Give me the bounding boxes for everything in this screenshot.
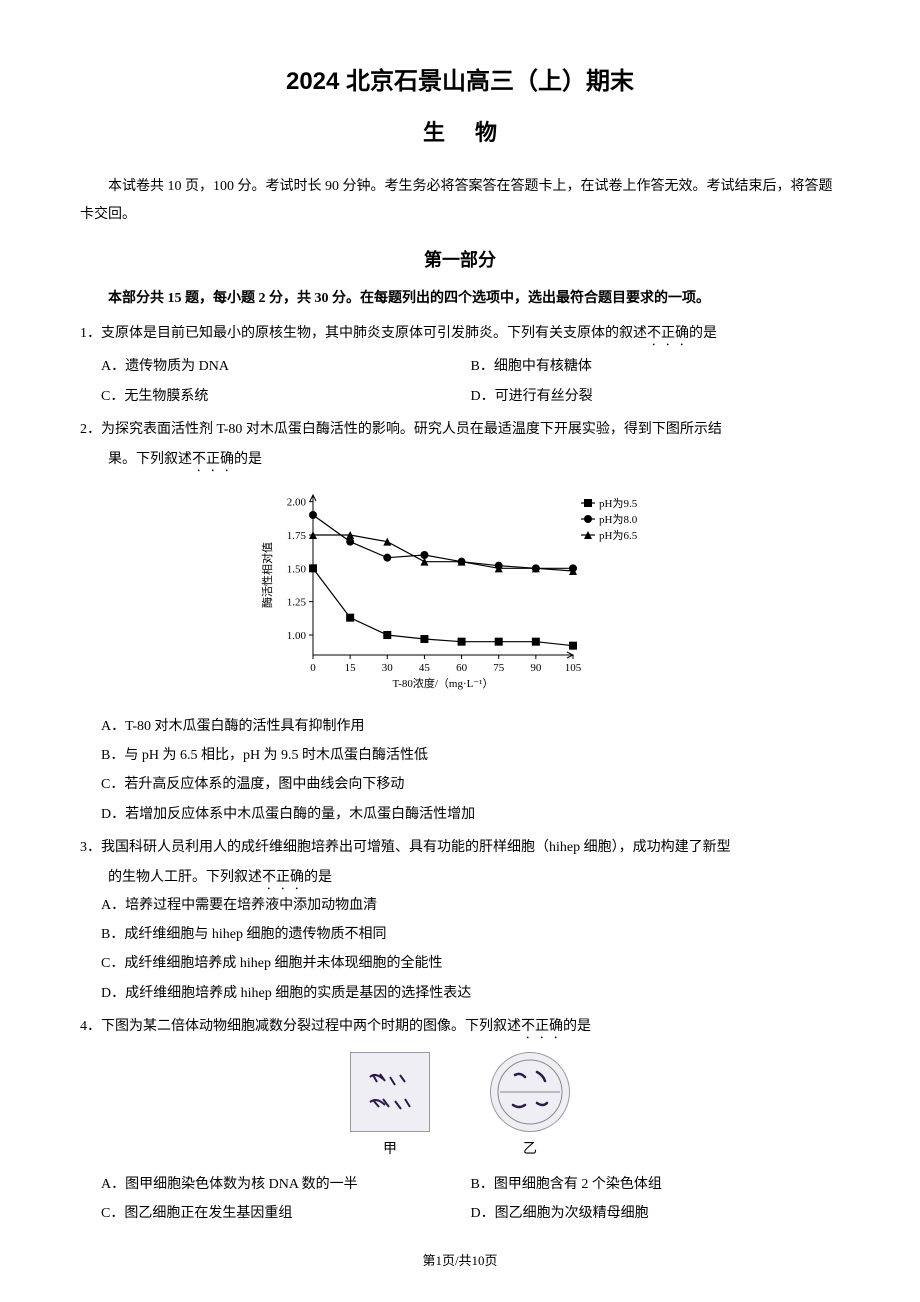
section-title: 第一部分	[80, 244, 840, 276]
svg-text:2.00: 2.00	[286, 497, 306, 509]
q3-stem-l2-pre: 的生物人工肝。下列叙述	[108, 870, 262, 885]
page-footer: 第1页/共10页	[0, 1249, 920, 1272]
exam-intro: 本试卷共 10 页，100 分。考试时长 90 分钟。考生务必将答案答在答题卡上…	[80, 173, 840, 229]
section-description: 本部分共 15 题，每小题 2 分，共 30 分。在每题列出的四个选项中，选出最…	[80, 286, 840, 311]
svg-text:酶活性相对值: 酶活性相对值	[260, 542, 274, 608]
q4-stem-emph: 不正确	[521, 1019, 563, 1034]
svg-text:45: 45	[418, 662, 430, 674]
q1-option-c: C．无生物膜系统	[101, 384, 471, 409]
svg-text:pH为8.0: pH为8.0	[599, 513, 638, 526]
q4-images: 甲 乙	[80, 1052, 840, 1162]
svg-text:1.75: 1.75	[286, 530, 306, 542]
q1-option-d: D．可进行有丝分裂	[471, 384, 841, 409]
q2-chart: 0 15 30 45 60 75 90 105 1.00 1.25 1.50 1.75 2.00 T-80…	[80, 485, 840, 704]
q2-option-a: A．T-80 对木瓜蛋白酶的活性具有抑制作用	[101, 714, 840, 739]
q3-option-d: D．成纤维细胞培养成 hihep 细胞的实质是基因的选择性表达	[101, 981, 840, 1006]
q1-stem: 1．支原体是目前已知最小的原核生物，其中肺炎支原体可引发肺炎。下列有关支原体的叙…	[80, 321, 840, 349]
q2-stem-l2-pre: 果。下列叙述	[108, 452, 192, 467]
q2-option-d: D．若增加反应体系中木瓜蛋白酶的量，木瓜蛋白酶活性增加	[101, 802, 840, 827]
q2-option-c: C．若升高反应体系的温度，图中曲线会向下移动	[101, 772, 840, 797]
svg-text:30: 30	[381, 662, 393, 674]
q4-stem-pre: 4．下图为某二倍体动物细胞减数分裂过程中两个时期的图像。下列叙述	[80, 1019, 521, 1034]
q2-stem-l2-emph: 不正确	[192, 452, 234, 467]
q3-option-a: A．培养过程中需要在培养液中添加动物血清	[101, 893, 840, 918]
q2-stem-l2-post: 的是	[234, 452, 262, 467]
q3-stem-l2-post: 的是	[304, 870, 332, 885]
q3-stem-l1: 3．我国科研人员利用人的成纤维细胞培养出可增殖、具有功能的肝样细胞（hihep …	[80, 835, 840, 860]
svg-text:1.50: 1.50	[286, 563, 306, 575]
q4-image-yi: 乙	[490, 1052, 570, 1162]
svg-text:1.25: 1.25	[286, 597, 306, 609]
svg-text:T-80浓度/（mg·L⁻¹）: T-80浓度/（mg·L⁻¹）	[392, 676, 493, 690]
q3-stem-l2-emph: 不正确	[262, 870, 304, 885]
q1-stem-pre: 1．支原体是目前已知最小的原核生物，其中肺炎支原体可引发肺炎。下列有关支原体的叙…	[80, 326, 647, 341]
q1-stem-post: 的是	[689, 326, 717, 341]
q4-option-d: D．图乙细胞为次级精母细胞	[471, 1201, 841, 1226]
svg-text:15: 15	[344, 662, 356, 674]
q4-stem: 4．下图为某二倍体动物细胞减数分裂过程中两个时期的图像。下列叙述不正确的是	[80, 1014, 840, 1042]
q4-image-jia: 甲	[350, 1052, 430, 1162]
page-main-title: 2024 北京石景山高三（上）期末	[80, 60, 840, 103]
svg-text:1.00: 1.00	[286, 630, 306, 642]
q3-stem-l2: 的生物人工肝。下列叙述不正确的是	[80, 865, 840, 893]
svg-text:0: 0	[310, 662, 316, 674]
q1-option-b: B．细胞中有核糖体	[471, 354, 841, 379]
q1-stem-emph: 不正确	[647, 326, 689, 341]
subject-title: 生物	[80, 113, 840, 153]
q4-label-yi: 乙	[490, 1137, 570, 1162]
svg-text:105: 105	[564, 662, 581, 674]
q4-option-c: C．图乙细胞正在发生基因重组	[101, 1201, 471, 1226]
question-3: 3．我国科研人员利用人的成纤维细胞培养出可增殖、具有功能的肝样细胞（hihep …	[80, 835, 840, 1006]
q2-stem-l2: 果。下列叙述不正确的是	[80, 447, 840, 475]
q3-option-b: B．成纤维细胞与 hihep 细胞的遗传物质不相同	[101, 922, 840, 947]
q4-label-jia: 甲	[350, 1137, 430, 1162]
svg-text:90: 90	[530, 662, 542, 674]
svg-text:pH为6.5: pH为6.5	[599, 529, 638, 542]
q2-stem-l1: 2．为探究表面活性剂 T-80 对木瓜蛋白酶活性的影响。研究人员在最适温度下开展…	[80, 417, 840, 442]
svg-text:75: 75	[493, 662, 505, 674]
cell-yi-icon	[495, 1057, 565, 1127]
q4-stem-post: 的是	[563, 1019, 591, 1034]
cell-jia-icon	[355, 1057, 425, 1127]
svg-text:pH为9.5: pH为9.5	[599, 497, 638, 510]
q4-option-a: A．图甲细胞染色体数为核 DNA 数的一半	[101, 1172, 471, 1197]
svg-text:60: 60	[456, 662, 468, 674]
q2-chart-svg: 0 15 30 45 60 75 90 105 1.00 1.25 1.50 1.75 2.00 T-80…	[258, 485, 663, 695]
question-4: 4．下图为某二倍体动物细胞减数分裂过程中两个时期的图像。下列叙述不正确的是 甲	[80, 1014, 840, 1227]
q4-option-b: B．图甲细胞含有 2 个染色体组	[471, 1172, 841, 1197]
q3-option-c: C．成纤维细胞培养成 hihep 细胞并未体现细胞的全能性	[101, 951, 840, 976]
question-1: 1．支原体是目前已知最小的原核生物，其中肺炎支原体可引发肺炎。下列有关支原体的叙…	[80, 321, 840, 408]
question-2: 2．为探究表面活性剂 T-80 对木瓜蛋白酶活性的影响。研究人员在最适温度下开展…	[80, 417, 840, 827]
q2-option-b: B．与 pH 为 6.5 相比，pH 为 9.5 时木瓜蛋白酶活性低	[101, 743, 840, 768]
q1-option-a: A．遗传物质为 DNA	[101, 354, 471, 379]
